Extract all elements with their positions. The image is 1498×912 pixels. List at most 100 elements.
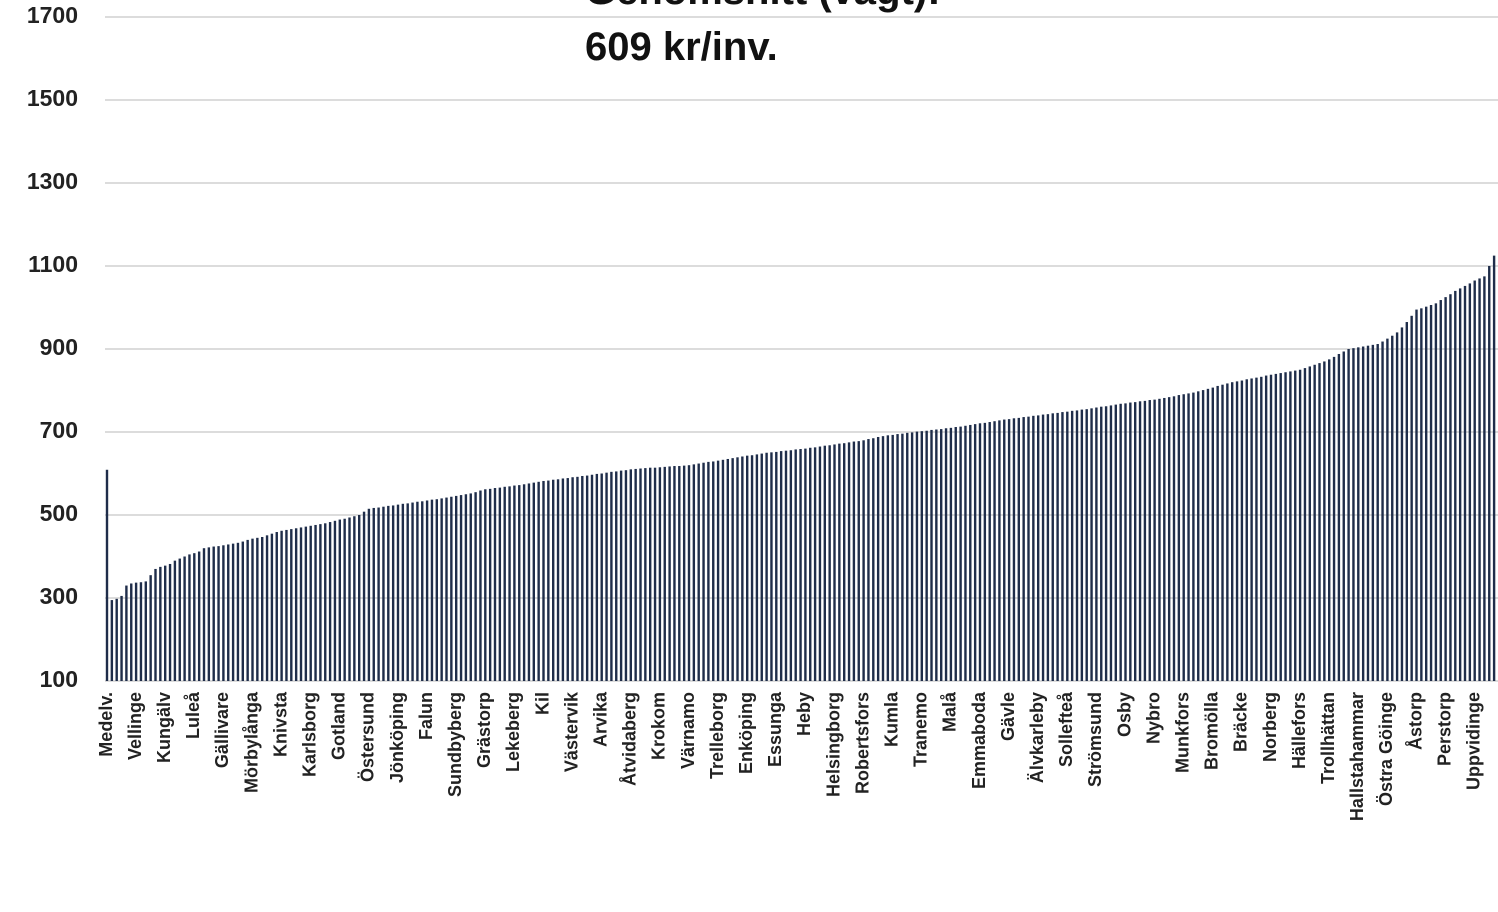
x-tick-label: Åstorp [1405,692,1425,750]
bar [1342,351,1345,681]
y-tick-label: 1300 [27,168,78,194]
bar [1124,403,1127,681]
bar [610,471,613,681]
bar [522,484,526,681]
bar [1279,373,1282,681]
bar [1303,368,1307,681]
bar [1289,371,1292,681]
x-tick-label: Trelleborg [707,692,727,779]
x-tick-label: Perstorp [1434,692,1454,766]
bar [387,505,390,681]
bar [867,439,870,681]
bar [1134,402,1137,681]
x-tick-label: Kungälv [154,692,174,763]
bar [518,485,521,681]
bar [1051,413,1054,681]
bar [1473,280,1476,681]
bar [1104,406,1108,681]
bar [319,524,322,681]
bar [624,470,628,681]
bar [537,481,540,681]
bar [1027,416,1030,681]
bar [644,468,647,681]
x-tick-label: Gotland [329,692,349,760]
bar [285,529,288,681]
x-tick-label: Älvkarleby [1027,692,1047,783]
bar [231,543,235,681]
bar [227,544,230,681]
bar [634,468,637,681]
bar [1032,415,1035,681]
bar [673,466,676,681]
bar [978,423,982,681]
bar [857,441,860,681]
bar [1138,401,1142,681]
bar [1255,377,1258,681]
bar [396,504,400,681]
bar [353,516,356,681]
y-tick-label: 1100 [28,251,78,277]
x-tick-label: Osby [1114,692,1134,737]
bar [1449,294,1452,681]
bar [726,458,729,681]
bar [1197,391,1200,681]
x-tick-label: Grästorp [474,692,494,768]
x-tick-label: Kumla [881,691,901,747]
bar [1177,395,1181,681]
bar [1192,392,1195,681]
bar [188,554,191,681]
bar [547,480,550,681]
bar [556,479,560,681]
bar [1066,411,1069,681]
x-tick-label: Karlsborg [299,692,319,777]
x-tick-label: Knivsta [270,691,290,757]
bar [445,497,448,681]
bar [532,482,535,681]
bar [455,495,458,681]
bar [328,522,332,681]
bar [1100,406,1103,681]
bar [1264,375,1268,681]
bar [197,551,201,681]
bar [605,472,608,681]
bar [1337,353,1341,681]
x-tick-label: Essunga [765,691,785,767]
bar [595,473,599,681]
bar [1182,394,1185,681]
bar [1410,315,1413,681]
x-tick-label: Uppvidinge [1463,692,1483,790]
bar [1332,356,1336,681]
bar [1386,338,1389,681]
bar [1366,345,1370,681]
bar [110,600,114,681]
bar [1298,369,1302,681]
bar [425,500,429,681]
bar [338,519,341,681]
bar [799,449,802,681]
bar [1201,390,1205,681]
bar [838,443,841,681]
bar [290,529,293,681]
bar [1245,379,1248,681]
bar [1352,348,1355,681]
bar [1415,309,1418,681]
bar [891,434,894,681]
bar [309,525,312,681]
bar [576,476,579,681]
bar [881,436,885,681]
annotation: 609 kr/inv. [585,25,778,69]
bar [362,511,366,681]
bar [164,565,167,681]
bar [115,598,118,681]
bar [1468,283,1472,681]
bar [959,426,962,681]
bar [299,527,303,681]
bar [1376,344,1379,681]
bar [411,502,414,681]
bar [687,465,691,681]
bar [1231,382,1234,681]
bar [1148,400,1151,681]
bar [1037,415,1040,681]
bar [435,499,438,681]
